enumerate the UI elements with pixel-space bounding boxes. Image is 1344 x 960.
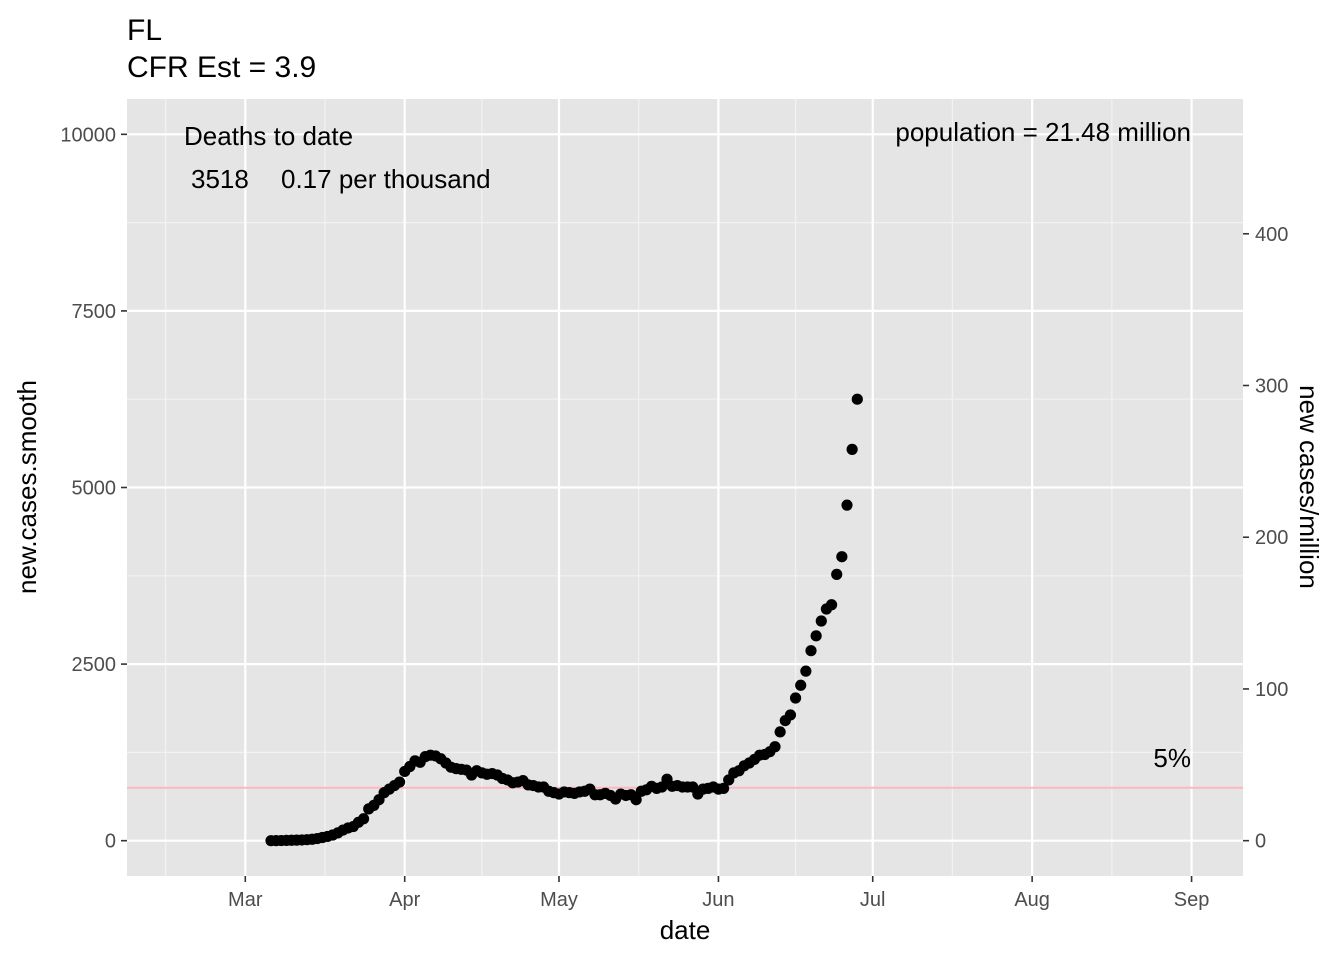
deaths-to-date-label: Deaths to date <box>184 121 353 151</box>
chart-subtitle: CFR Est = 3.9 <box>127 51 316 84</box>
data-point <box>774 726 786 738</box>
data-point <box>717 782 730 795</box>
chart-title: FL <box>127 14 162 47</box>
y-tick-label: 5000 <box>72 478 117 500</box>
y2-tick-label: 0 <box>1255 831 1266 853</box>
data-point <box>805 645 817 657</box>
y2-tick-label: 400 <box>1255 224 1288 246</box>
data-point <box>630 794 642 806</box>
data-point <box>800 665 812 677</box>
data-point <box>784 709 797 721</box>
data-point <box>357 813 370 825</box>
x-tick-label: Sep <box>1174 889 1210 911</box>
y2-tick-label: 200 <box>1255 527 1288 549</box>
reference-line-label: 5% <box>1153 743 1191 773</box>
data-point <box>393 776 406 788</box>
x-tick-label: Jun <box>702 889 734 911</box>
population-label: population = 21.48 million <box>895 117 1191 147</box>
data-point <box>851 393 863 405</box>
y-tick-label: 0 <box>105 831 116 853</box>
x-axis: Mar Apr May Jun Jul Aug Sep <box>228 876 1209 911</box>
grid-major <box>127 99 1243 876</box>
y2-axis-title: new cases/million <box>1294 385 1324 589</box>
data-point <box>846 443 858 455</box>
y-axis-title: new.cases.smooth <box>12 380 42 594</box>
x-tick-label: Jul <box>860 889 886 911</box>
y-axis-left: 0 2500 5000 7500 10000 <box>60 124 127 853</box>
deaths-per-thousand: 0.17 per thousand <box>281 164 491 194</box>
x-axis-title: date <box>660 915 711 945</box>
data-point <box>769 741 781 753</box>
y-tick-label: 10000 <box>60 124 116 146</box>
data-point <box>825 599 838 611</box>
data-points <box>265 393 863 847</box>
x-tick-label: Aug <box>1014 889 1050 911</box>
deaths-count: 3518 <box>191 164 249 194</box>
x-tick-label: Apr <box>389 889 420 911</box>
data-point <box>795 679 807 691</box>
data-point <box>810 630 822 642</box>
data-point <box>836 551 848 563</box>
y-tick-label: 2500 <box>72 654 117 676</box>
data-point <box>815 615 827 627</box>
y2-tick-label: 100 <box>1255 679 1288 701</box>
y-axis-right: 0 100 200 300 400 <box>1243 224 1288 853</box>
data-point <box>831 568 843 580</box>
y-tick-label: 7500 <box>72 301 117 323</box>
y2-tick-label: 300 <box>1255 376 1288 398</box>
x-tick-label: May <box>540 889 578 911</box>
data-point <box>789 692 802 704</box>
data-point <box>841 499 853 511</box>
x-tick-label: Mar <box>228 889 263 911</box>
